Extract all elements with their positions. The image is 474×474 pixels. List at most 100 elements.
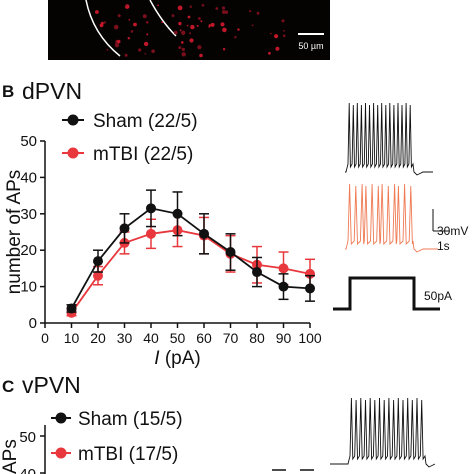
data-point [146,203,156,214]
cell [196,24,199,27]
data-point [199,228,209,239]
cell [200,20,203,23]
x-tick-label: 60 [196,330,212,346]
cell [199,53,203,58]
legend-marker [67,114,79,126]
data-point [278,263,289,274]
labeled-cells [95,4,286,58]
data-point [93,270,103,281]
cell [189,38,194,43]
cell [210,22,215,27]
x-tick-label: 0 [41,330,49,346]
cell [138,48,142,52]
cell [221,6,226,10]
cell [161,21,164,24]
cell [124,53,128,57]
cell [146,33,149,36]
cell [113,24,119,30]
data-point [146,228,156,239]
x-tick-label: 80 [249,330,265,346]
panel-b-title: dPVN [22,78,82,104]
legend-marker [67,147,79,159]
cell [143,41,149,47]
cell [189,5,192,8]
micrograph-background [48,0,330,60]
cell [221,10,226,14]
cell [157,4,160,7]
x-tick-label: 100 [298,330,322,346]
cell [144,52,147,55]
x-tick-label: 30 [117,330,133,346]
example-traces: 30mV 1s 50pA [333,102,468,311]
cell [181,30,186,35]
data-point [172,208,183,219]
data-point [225,247,236,258]
cell [249,10,252,13]
current-scale-label: 50pA [424,289,452,303]
panel-b-letter: B [2,82,14,101]
current-step-trace [333,276,440,311]
cell [133,22,137,27]
y-tick-label: 40 [20,169,37,186]
cell [187,15,191,19]
cell [114,43,120,48]
x-tick-label: 70 [223,330,239,346]
voltage-scale-label: 30mV [437,224,468,238]
cell [268,51,271,55]
series-mtbi [66,213,315,318]
cell [173,30,178,35]
scale-bar-label: 50 µm [298,41,323,51]
y-tick-label: 0 [29,315,37,332]
cell [234,36,237,39]
cell [178,46,182,50]
data-point [93,256,103,267]
cell [237,28,240,31]
cell [124,5,127,7]
x-tick-label: 90 [276,330,292,346]
cell [201,4,205,7]
y-tick-label: 10 [20,279,37,296]
cell [178,21,182,26]
cell [197,45,202,50]
cell [181,41,184,44]
region-outline-left [85,0,121,57]
panel-c-letter: C [2,377,14,396]
chart-c: Sham (15/5) mTBI (17/5) 50 40 APs [0,409,314,474]
data-point [119,223,130,234]
panel-c-title: vPVN [22,372,81,398]
x-tick-label: 10 [64,330,80,346]
data-point [278,281,289,292]
series-sham [66,189,315,314]
time-scale-label: 1s [437,239,450,253]
chart-c-tick-label-50: 50 [19,429,36,446]
y-tick-label: 20 [20,242,37,259]
cell [106,48,109,51]
y-tick-label: 30 [20,206,37,223]
cell [251,24,254,27]
x-tick-label: 50 [170,330,186,346]
cell [283,29,285,32]
chart-c-tick-label-40: 40 [19,466,36,474]
cell [186,24,189,27]
cell [215,7,219,10]
cell [142,14,147,19]
cell [177,5,183,11]
cell [95,10,99,14]
cell [117,39,121,44]
cell [222,27,227,33]
cell [220,22,225,27]
chart-b: 0 10 20 30 40 50 0 10 20 30 40 50 60 70 80 90 100 number … [4,111,322,369]
chart-c-y-axis-label: APs [0,439,21,474]
y-tick-label: 50 [20,133,37,150]
cell [275,46,280,51]
legend-label: Sham (22/5) [93,111,198,132]
panel-a-image: 50 µm [48,0,330,60]
cell [128,19,131,21]
cell [190,24,195,30]
cell [117,14,121,18]
legend-c-mtbi-marker [55,447,67,459]
cell [151,49,155,53]
cell [189,32,192,35]
x-axis-label: I (pA) [154,348,200,369]
